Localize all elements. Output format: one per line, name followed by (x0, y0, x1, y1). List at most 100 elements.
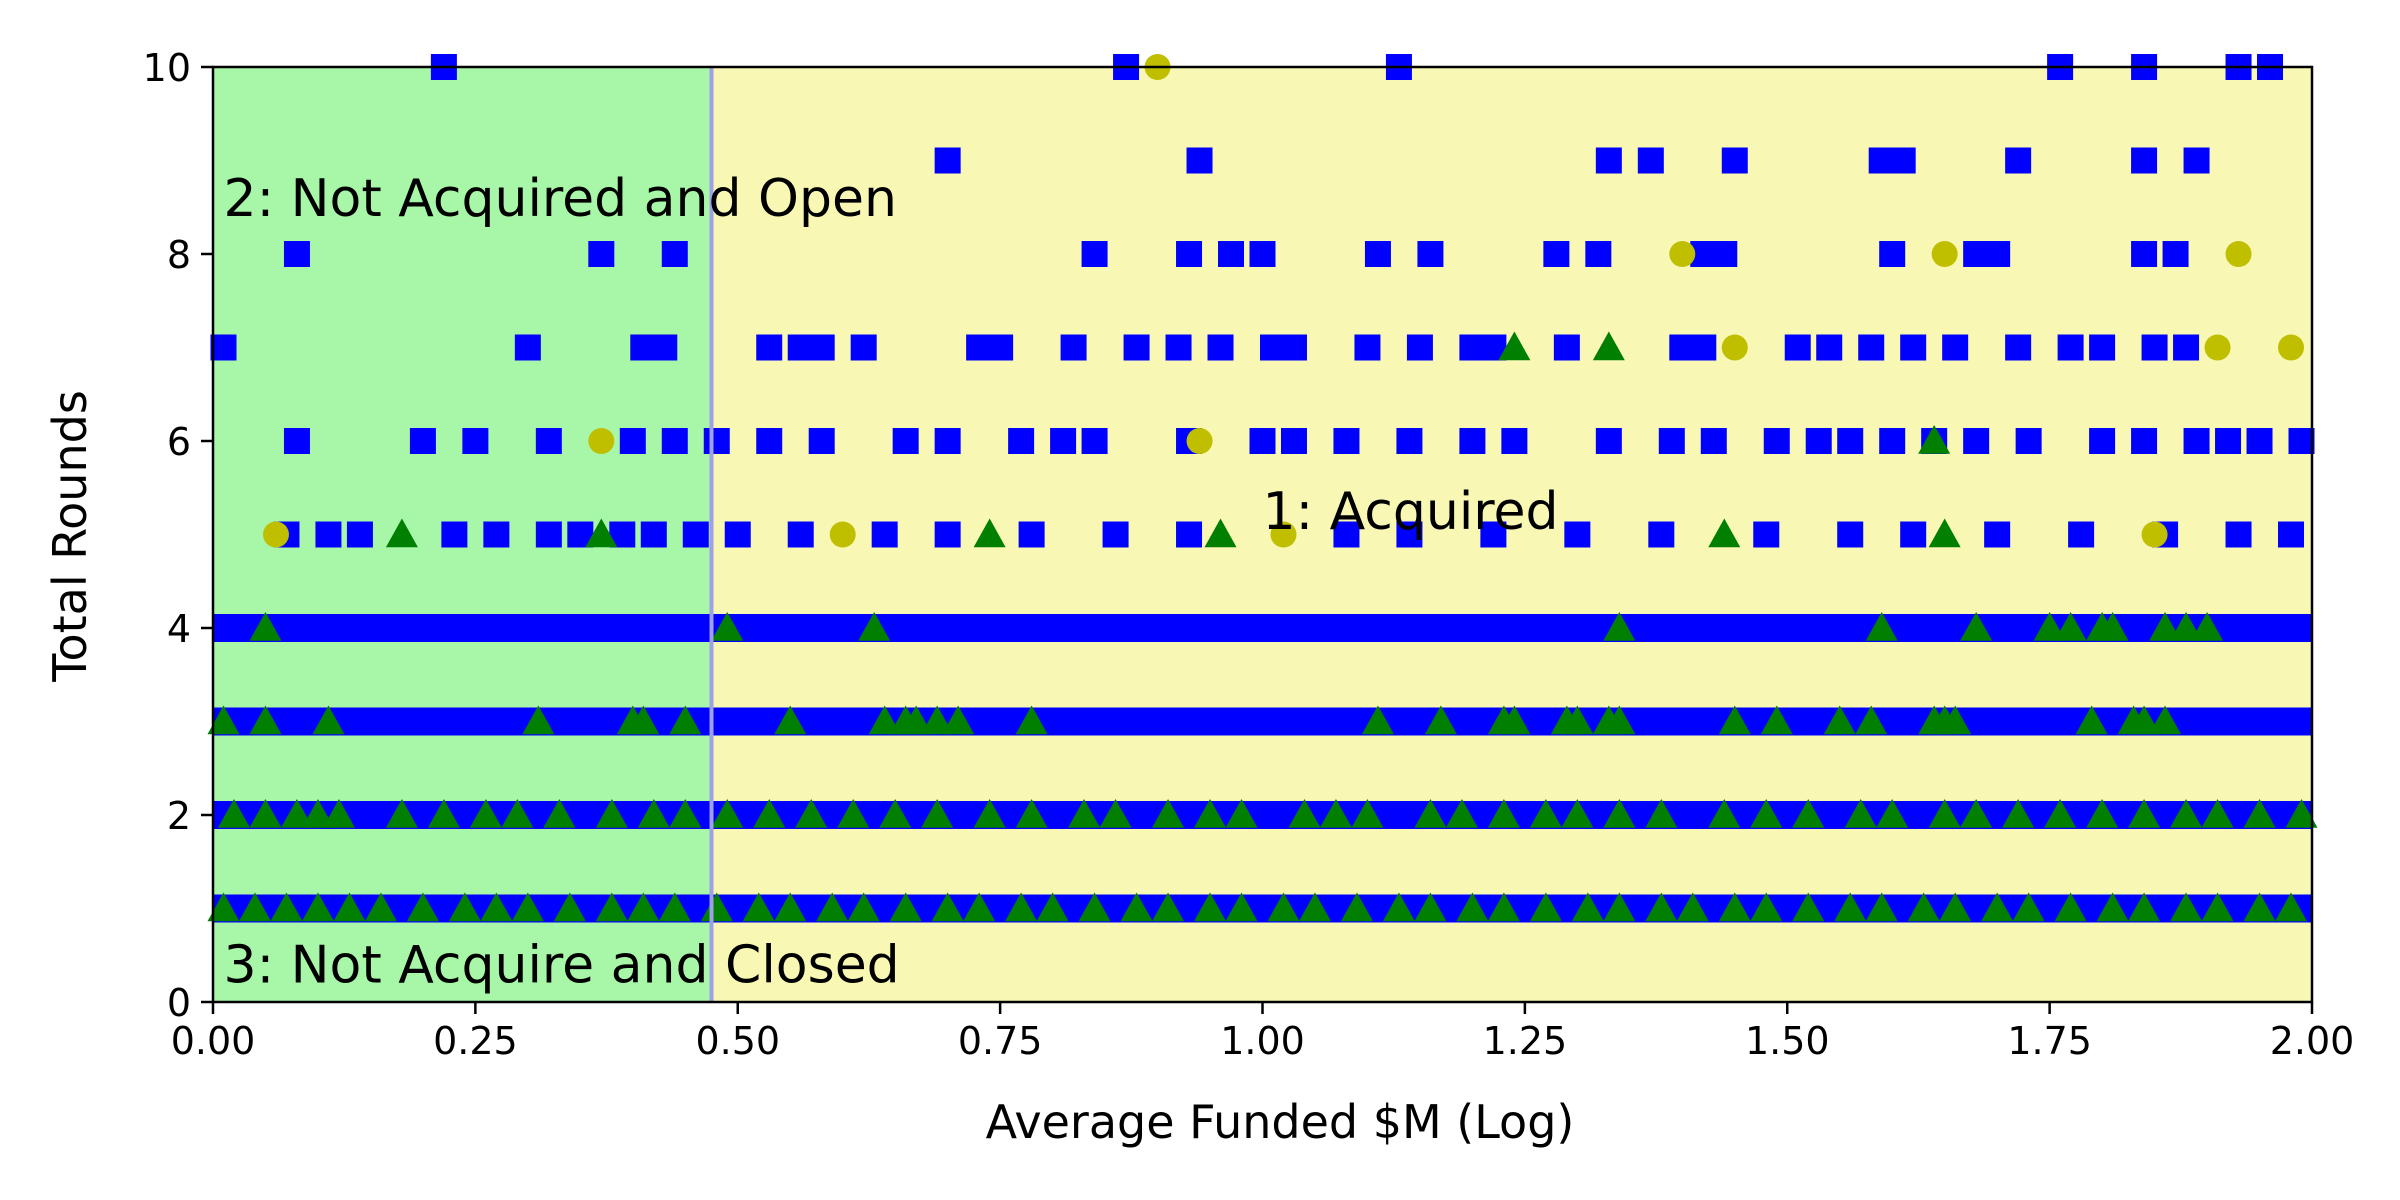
point-square (934, 521, 961, 548)
point-triangle (931, 892, 964, 922)
point-square (1585, 241, 1612, 267)
point-square (2089, 428, 2116, 454)
point-triangle (2275, 892, 2308, 922)
point-triangle (249, 705, 282, 735)
point-triangle (1750, 892, 1783, 922)
point-triangle (595, 892, 628, 922)
x-tick-label: 1.00 (1220, 1019, 1305, 1063)
point-triangle (2002, 799, 2035, 828)
point-triangle (1792, 892, 1825, 922)
point-square (1480, 521, 1507, 548)
point-circle (1186, 428, 1213, 454)
point-triangle (816, 892, 849, 922)
point-square (1081, 428, 1108, 454)
point-square (1553, 334, 1580, 361)
band-rounds-4 (213, 614, 2312, 642)
point-square (1333, 428, 1360, 454)
point-square (1018, 521, 1045, 548)
point-triangle (921, 705, 954, 735)
point-square (1900, 521, 1927, 548)
point-square (2005, 147, 2032, 174)
x-tick-label: 2.00 (2270, 1019, 2355, 1063)
regions-layer (213, 67, 2313, 1002)
point-triangle (1676, 892, 1709, 922)
point-square (1595, 147, 1622, 174)
point-triangle (963, 892, 996, 922)
point-triangle (2054, 612, 2087, 641)
point-square (441, 521, 468, 548)
point-triangle (669, 799, 702, 828)
point-triangle (1876, 799, 1909, 828)
point-square (934, 147, 961, 174)
point-square (1354, 334, 1381, 361)
point-triangle (1960, 799, 1993, 828)
point-triangle (1529, 892, 1562, 922)
point-square (2246, 428, 2273, 454)
point-triangle (522, 705, 555, 735)
y-axis-label: Total Rounds (43, 390, 97, 683)
point-square (1501, 428, 1528, 454)
point-square (2225, 521, 2252, 548)
point-triangle (627, 892, 660, 922)
y-tick-label: 6 (167, 420, 191, 464)
point-triangle (2191, 612, 2224, 641)
point-square (1333, 521, 1360, 548)
point-square (2173, 334, 2200, 361)
point-triangle (469, 799, 502, 828)
point-square (1889, 147, 1916, 174)
point-circle (262, 521, 289, 548)
point-square (661, 428, 688, 454)
point-square (535, 428, 562, 454)
point-triangle (1298, 892, 1331, 922)
point-triangle (207, 705, 240, 735)
point-triangle (973, 518, 1006, 548)
point-triangle (1529, 799, 1562, 828)
point-triangle (1120, 892, 1153, 922)
point-triangle (711, 799, 744, 828)
point-triangle (1592, 331, 1625, 361)
point-triangle (1152, 892, 1185, 922)
point-triangle (207, 892, 240, 922)
point-triangle (2170, 799, 2203, 828)
point-triangle (658, 892, 691, 922)
point-triangle (1445, 799, 1478, 828)
point-triangle (1351, 799, 1384, 828)
point-triangle (1225, 799, 1258, 828)
point-square (1837, 521, 1864, 548)
point-triangle (301, 799, 334, 828)
point-square (1176, 521, 1203, 548)
point-triangle (1414, 799, 1447, 828)
point-square (210, 334, 237, 361)
point-square (2183, 147, 2210, 174)
point-triangle (973, 799, 1006, 828)
point-triangle (1340, 892, 1373, 922)
point-triangle (2096, 892, 2129, 922)
y-tick-label: 8 (167, 233, 191, 277)
point-triangle (1194, 799, 1227, 828)
point-square (2015, 428, 2042, 454)
point-square (346, 521, 373, 548)
point-triangle (1960, 612, 1993, 641)
point-square (409, 428, 436, 454)
point-square (808, 428, 835, 454)
point-triangle (501, 799, 534, 828)
point-square (1396, 521, 1423, 548)
point-triangle (1152, 799, 1185, 828)
point-triangle (1865, 892, 1898, 922)
point-square (1081, 241, 1108, 267)
point-triangle (1823, 705, 1856, 735)
point-square (2057, 334, 2084, 361)
point-triangle (900, 705, 933, 735)
point-triangle (1078, 892, 1111, 922)
point-triangle (595, 799, 628, 828)
point-triangle (1645, 892, 1678, 922)
point-square (1942, 334, 1969, 361)
point-triangle (1708, 799, 1741, 828)
point-square (1984, 521, 2011, 548)
point-triangle (1571, 892, 1604, 922)
point-triangle (1068, 799, 1101, 828)
point-triangle (847, 892, 880, 922)
point-triangle (1099, 799, 1132, 828)
point-triangle (1865, 612, 1898, 641)
